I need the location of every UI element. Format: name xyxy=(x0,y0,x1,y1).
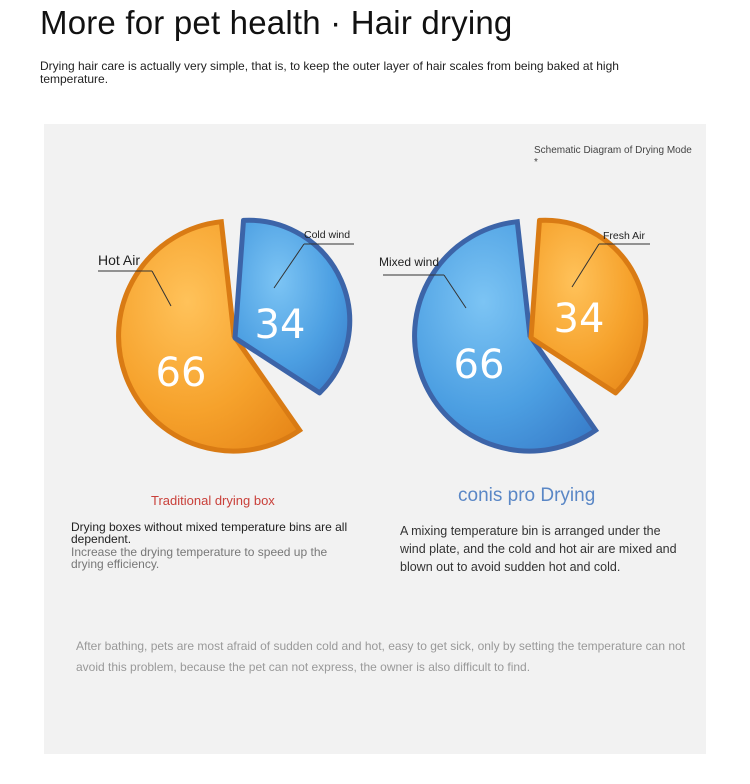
right-small-label: Fresh Air xyxy=(603,230,646,242)
right-big-value: 66 xyxy=(454,342,505,388)
right-big-label: Mixed wind xyxy=(379,255,439,269)
right-leader-fresh-air-diag xyxy=(571,243,600,288)
pie-charts: 66 34 Hot Air Cold wind 66 34 Mixed wind… xyxy=(98,217,650,454)
left-leader-cold-wind-diag xyxy=(273,243,305,289)
right-pie-fresh-air-slice xyxy=(528,217,649,396)
traditional-description-sub: Increase the drying temperature to speed… xyxy=(71,545,328,571)
right-small-value: 34 xyxy=(554,296,605,342)
right-pie-mixed-wind-slice xyxy=(412,218,600,454)
left-big-value: 66 xyxy=(156,350,207,396)
traditional-drying-caption: Traditional drying box xyxy=(151,493,275,508)
right-leader-mixed-wind-diag xyxy=(443,274,467,309)
left-pie-hot-air-slice xyxy=(116,218,304,454)
drying-mode-panel: Schematic Diagram of Drying Mode * 66 3 xyxy=(44,124,706,754)
right-pie: 66 34 Mixed wind Fresh Air xyxy=(379,217,650,454)
page-subtitle: Drying hair care is actually very simple… xyxy=(40,59,619,86)
bottom-note: After bathing, pets are most afraid of s… xyxy=(76,639,686,674)
left-small-label: Cold wind xyxy=(304,229,350,241)
conis-pro-caption: conis pro Drying xyxy=(458,485,596,506)
left-big-label: Hot Air xyxy=(98,252,140,268)
schematic-label: Schematic Diagram of Drying Mode * xyxy=(534,145,692,168)
page-title: More for pet health · Hair drying xyxy=(40,4,513,41)
left-pie-cold-wind-slice xyxy=(232,217,353,396)
left-leader-hot-air-diag xyxy=(151,270,172,307)
conis-pro-description: A mixing temperature bin is arranged und… xyxy=(400,524,677,574)
left-small-value: 34 xyxy=(255,302,306,348)
traditional-description: Drying boxes without mixed temperature b… xyxy=(71,521,351,570)
traditional-description-main: Drying boxes without mixed temperature b… xyxy=(71,520,348,546)
left-pie: 66 34 Hot Air Cold wind xyxy=(98,217,354,454)
